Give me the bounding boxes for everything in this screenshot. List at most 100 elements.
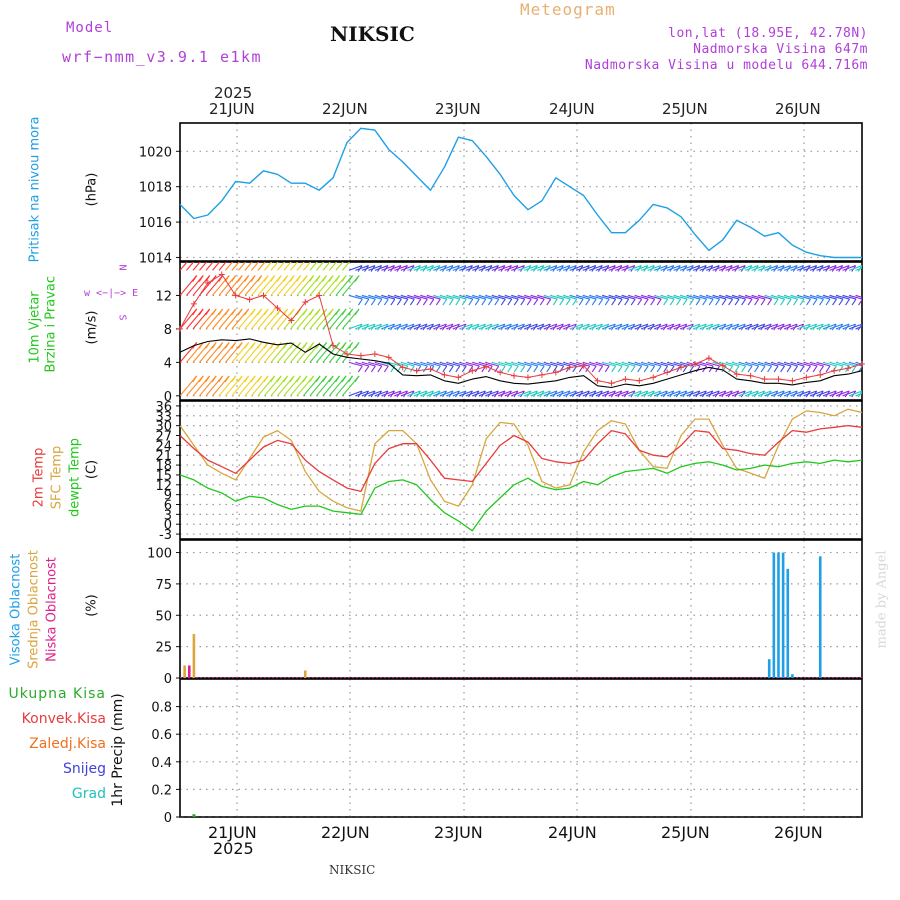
wind-barb-flag [224, 308, 230, 316]
wind-barb [439, 294, 454, 300]
wind-barb [679, 265, 694, 271]
wind-barb [478, 390, 493, 397]
wind-barb [524, 390, 538, 397]
wind-barb-flag [354, 308, 360, 316]
wind-barb-flag [598, 298, 604, 306]
wind-barb-flag [309, 342, 315, 349]
wind-barb-flag [403, 365, 409, 373]
wind-barb-flag [793, 365, 799, 373]
day-top-1: 21JUN [209, 100, 255, 118]
wind-barb-flag [341, 375, 347, 383]
wind-barb [744, 390, 759, 397]
wind-gust-marker [733, 371, 740, 378]
wind-barb [738, 294, 753, 300]
wind-barb [426, 390, 441, 397]
wind-barb [829, 361, 844, 367]
wind-barb [738, 361, 753, 367]
wind-barb [472, 390, 486, 397]
wind-barb [783, 265, 798, 271]
wind-barb-flag [364, 365, 370, 373]
wind-barb [608, 265, 623, 271]
wind-barb-flag [296, 375, 302, 383]
wind-barb [796, 294, 811, 300]
wind-barb [641, 294, 655, 300]
wind-gust-marker [538, 371, 545, 378]
wind-gust-marker [344, 351, 351, 357]
wind-barb [459, 361, 473, 367]
wind-barb-flag [335, 308, 341, 316]
wind-barb-flag [250, 342, 256, 349]
wind-barb-flag [302, 275, 308, 282]
wind-gust-marker [204, 279, 211, 286]
wind-barb [628, 294, 642, 300]
wind-barb-flag [211, 342, 217, 349]
wind-barb [341, 262, 351, 271]
wind-barb [848, 265, 862, 271]
wind-barb-flag [539, 365, 545, 373]
wind-barb-flag [806, 298, 812, 306]
wind-barb-flag [734, 298, 740, 306]
wind-barb [459, 390, 473, 397]
wind-barb-flag [403, 298, 409, 306]
wind-barb [790, 361, 805, 367]
wind-barb-flag [682, 298, 688, 306]
wind-barb [731, 390, 746, 397]
station-title: NIKSIC [330, 22, 415, 46]
wind-barb [615, 294, 629, 300]
wind-barb [770, 390, 785, 397]
wind-barb-flag [747, 365, 753, 373]
wind-barb [355, 265, 369, 271]
wind-barb [731, 361, 746, 367]
wind-gust-marker [260, 292, 267, 299]
wind-barb-flag [799, 298, 805, 306]
wind-barb-flag [695, 365, 701, 373]
wind-barb-flag [341, 308, 347, 316]
wind-barb [374, 265, 389, 271]
wind-barb [842, 361, 857, 367]
wind-barb [433, 361, 447, 367]
wind-barb-flag [310, 250, 314, 256]
wind-barb-flag [455, 365, 461, 373]
wind-barb [264, 262, 273, 271]
wind-barb [595, 323, 610, 330]
wind-barb [426, 323, 441, 330]
wind-barb-flag [297, 250, 301, 256]
wind-barb [556, 390, 571, 397]
wind-gust-marker [650, 374, 657, 381]
wind-barb [602, 323, 616, 330]
wind-gust-marker [803, 374, 810, 381]
wind-gust-marker [691, 361, 698, 368]
wind-barb-flag [198, 375, 204, 383]
wind-barb [452, 390, 467, 397]
wind-barb [433, 265, 447, 271]
wind-barb [673, 294, 688, 300]
wind-barb [218, 262, 227, 271]
temp-2m-line [179, 424, 863, 493]
wind-barb [790, 294, 805, 300]
wind-barb [511, 265, 525, 271]
wind-barb [309, 262, 318, 271]
wind-barb-flag [539, 298, 545, 306]
wind-barb [647, 294, 662, 300]
wind-barb [679, 390, 694, 397]
wind-barb-flag [341, 275, 347, 282]
wind-barb-flag [355, 250, 359, 256]
wind-barb [770, 361, 785, 367]
wind-barb [640, 323, 655, 330]
wind-barb [576, 323, 590, 330]
wind-barb [478, 323, 493, 330]
wind-barb-flag [806, 365, 812, 373]
wind-barb [595, 265, 610, 271]
wind-barb [485, 294, 499, 300]
wind-barb [634, 361, 649, 367]
wind-barb [647, 323, 662, 330]
wind-barb [459, 323, 473, 330]
wind-barb-flag [572, 298, 578, 306]
wind-barb [621, 390, 636, 397]
wind-barb-flag [637, 365, 643, 373]
wind-barb [790, 265, 804, 271]
wind-barb-flag [500, 298, 506, 306]
wind-barb-flag [689, 365, 695, 373]
wind-barb-flag [468, 298, 474, 306]
wind-barb [368, 323, 382, 330]
